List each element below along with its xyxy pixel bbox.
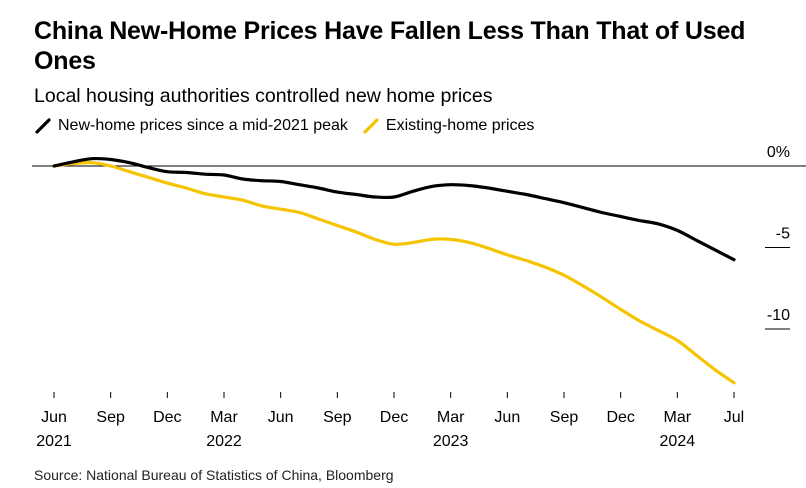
x-tick-label: Jun <box>41 409 67 426</box>
x-tick-label: Jul <box>724 409 744 426</box>
x-tick-label: Mar <box>210 409 238 426</box>
x-tick-label: Jun <box>268 409 294 426</box>
source-note: Source: National Bureau of Statistics of… <box>34 467 394 483</box>
chart-title: China New-Home Prices Have Fallen Less T… <box>34 17 746 75</box>
x-tick-label: Dec <box>153 409 181 426</box>
x-tick-label: Sep <box>323 409 352 426</box>
y-tick-label: -10 <box>767 307 790 324</box>
x-tick-label: Dec <box>380 409 408 426</box>
x-tick-label: Sep <box>550 409 579 426</box>
x-tick-label: Sep <box>96 409 125 426</box>
legend: New-home prices since a mid-2021 peak Ex… <box>34 116 548 136</box>
legend-label-new-home: New-home prices since a mid-2021 peak <box>58 117 348 134</box>
y-tick-label: 0% <box>767 144 790 161</box>
x-tick-label: Mar <box>664 409 692 426</box>
x-tick-label: Dec <box>606 409 634 426</box>
x-tick-year-label: 2023 <box>433 433 469 450</box>
legend-label-existing-home: Existing-home prices <box>385 117 535 134</box>
x-tick-label: Mar <box>437 409 465 426</box>
x-tick-year-label: 2024 <box>660 433 696 450</box>
x-tick-year-label: 2021 <box>36 433 72 450</box>
legend-item-existing-home: Existing-home prices <box>362 116 535 136</box>
legend-item-new-home: New-home prices since a mid-2021 peak <box>34 116 348 136</box>
x-tick-label: Jun <box>494 409 520 426</box>
chart-subtitle: Local housing authorities controlled new… <box>34 85 493 107</box>
series-line-new-home <box>52 156 736 262</box>
series-line-existing-home <box>52 160 736 385</box>
y-tick-label: -5 <box>776 226 790 243</box>
legend-swatch-existing-home-icon <box>363 118 379 134</box>
legend-swatch-existing-home-mark <box>363 118 379 134</box>
legend-swatch-new-home-mark <box>35 118 51 134</box>
legend-swatch-new-home-icon <box>35 118 51 134</box>
x-tick-year-label: 2022 <box>206 433 242 450</box>
